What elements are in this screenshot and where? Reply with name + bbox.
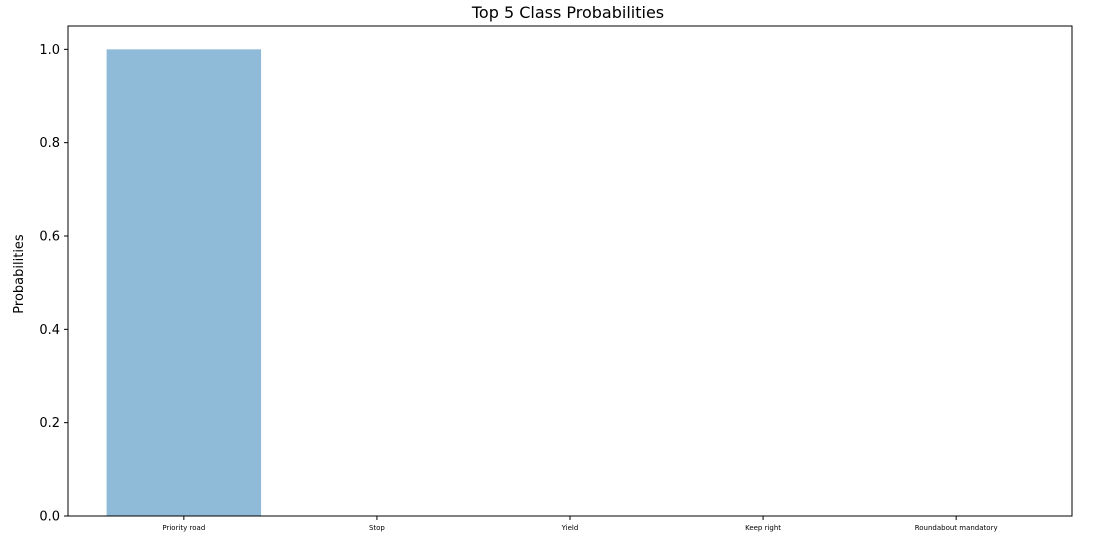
y-tick-label: 0.6 [39, 230, 60, 245]
y-tick-label: 0.2 [39, 416, 60, 431]
y-tick-label: 1.0 [39, 43, 60, 58]
bars-group [106, 49, 262, 516]
x-tick-label: Roundabout mandatory [915, 524, 998, 532]
x-tick-label: Yield [561, 524, 579, 532]
x-axis-ticks: Priority road Stop Yield Keep right Roundabo… [162, 516, 998, 532]
y-axis-ticks: 0.0 0.2 0.4 0.6 0.8 1.0 [39, 43, 68, 525]
bar-priority-road [106, 49, 262, 516]
chart-title: Top 5 Class Probabilities [471, 3, 664, 22]
x-tick-label: Stop [369, 524, 385, 532]
y-tick-label: 0.0 [39, 510, 60, 525]
x-tick-label: Keep right [745, 524, 781, 532]
x-tick-label: Priority road [162, 524, 205, 532]
y-axis-label: Probabilities [12, 234, 27, 314]
y-tick-label: 0.4 [39, 323, 60, 338]
y-tick-label: 0.8 [39, 136, 60, 151]
